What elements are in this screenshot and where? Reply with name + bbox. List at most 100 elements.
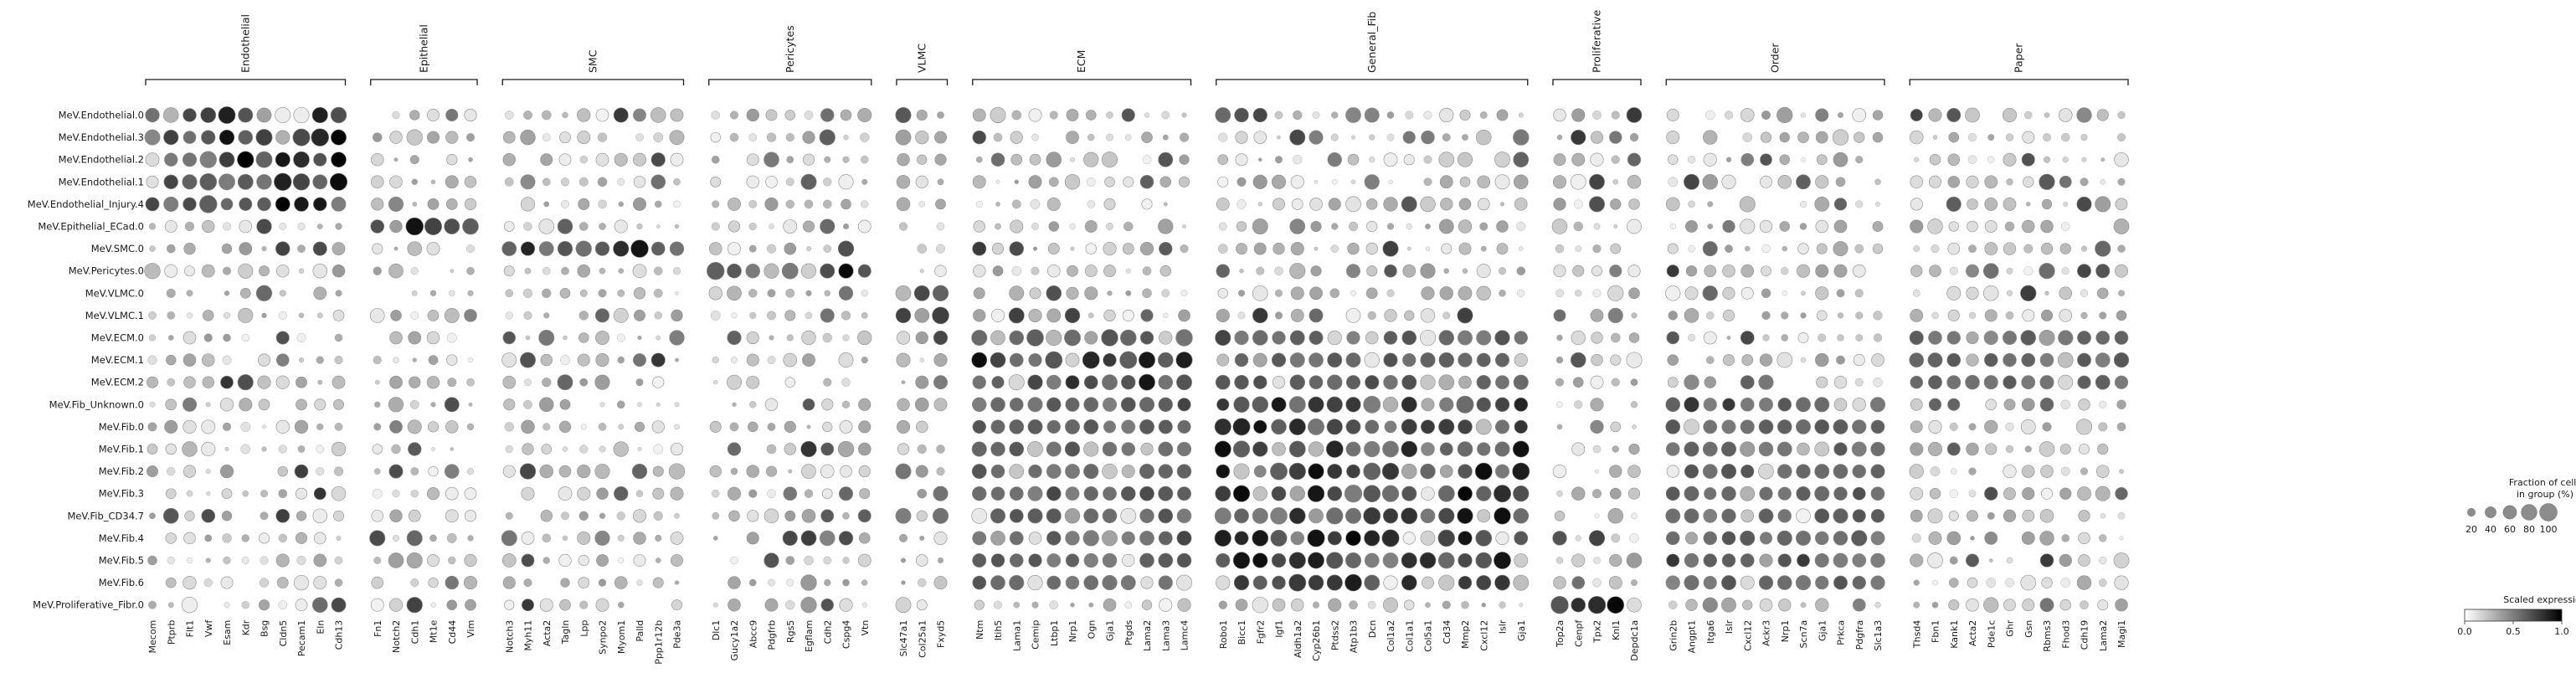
dot [2003,509,2017,522]
dot [1929,265,1941,278]
dot [1177,419,1191,434]
dot [1970,536,1975,541]
dot [1592,444,1602,454]
dot [2061,534,2070,542]
dot [1029,153,1041,166]
dot [990,508,1006,524]
dot [1870,531,1885,546]
dot [1688,334,1695,342]
dot [1740,286,1754,300]
dot [1312,601,1320,609]
dot [430,402,436,408]
dot [296,555,306,566]
dot [1009,241,1024,256]
dot [1384,420,1397,434]
dot [1871,353,1884,367]
dot [1910,398,1923,411]
dot [2114,152,2129,167]
dot [2095,465,2110,478]
dot [1705,311,1715,320]
dot [410,490,419,498]
dot [1949,422,1958,431]
gene-label: Fhod3 [2060,620,2071,649]
dot [837,440,855,458]
dot [1833,375,1848,389]
dot [1740,509,1755,523]
dot [390,310,402,321]
dot [1985,398,1998,411]
dot [255,285,273,301]
dot [427,198,440,210]
dot [1967,510,1978,522]
dot [1948,131,1960,143]
dot [1027,419,1043,434]
dot [1290,286,1304,301]
dot [466,378,475,387]
dot [631,463,648,480]
dot [1234,352,1249,367]
dot [1555,289,1564,298]
dot [1703,419,1718,434]
dot [1631,512,1638,520]
dot [1479,111,1488,119]
dot [1009,419,1025,434]
dot [842,557,850,564]
dot [1909,330,1924,346]
dot [1439,397,1454,412]
dot [1103,352,1117,367]
dot [1855,334,1864,342]
dot [2059,309,2073,322]
dot [2061,267,2070,275]
dot [764,152,779,167]
dot [1609,265,1622,278]
dot [147,444,158,455]
dot [1367,311,1376,320]
dot [1364,530,1381,547]
dot [429,534,437,542]
dot [1494,419,1510,434]
dot [260,556,269,565]
dot [1553,108,1566,122]
dot [1288,396,1306,414]
dot [896,175,911,189]
dot [1046,329,1062,347]
row-label: MeV.Fib.1 [99,444,144,455]
dot [331,441,347,457]
dot [1309,331,1324,345]
dot [1572,377,1584,388]
dot [557,240,573,257]
dot [1031,601,1039,609]
dot [1796,486,1811,501]
dot [1779,154,1790,165]
dot [445,464,460,479]
dot [1555,557,1564,564]
dot [1289,218,1306,234]
dot [147,422,157,432]
dot [1475,552,1493,569]
dot [613,107,629,123]
dot [594,530,610,546]
dot [1142,288,1152,299]
dot [749,311,757,319]
dot [990,441,1005,457]
dot [1550,595,1569,614]
dot [316,444,325,454]
dot [1310,220,1322,233]
dot [295,532,308,544]
dot [670,486,684,501]
dot [990,330,1005,346]
dot [802,153,815,166]
dot [1142,155,1152,165]
dot [1271,419,1287,435]
dot [1345,552,1362,569]
dot [1237,311,1246,320]
dot [1125,290,1132,296]
dot [1838,112,1843,118]
dot [596,554,609,567]
dot [1947,398,1961,411]
dot [1494,574,1510,591]
dot [1312,111,1320,119]
dot [1948,221,1959,232]
group-bracket [145,79,347,85]
dot [2059,487,2072,500]
